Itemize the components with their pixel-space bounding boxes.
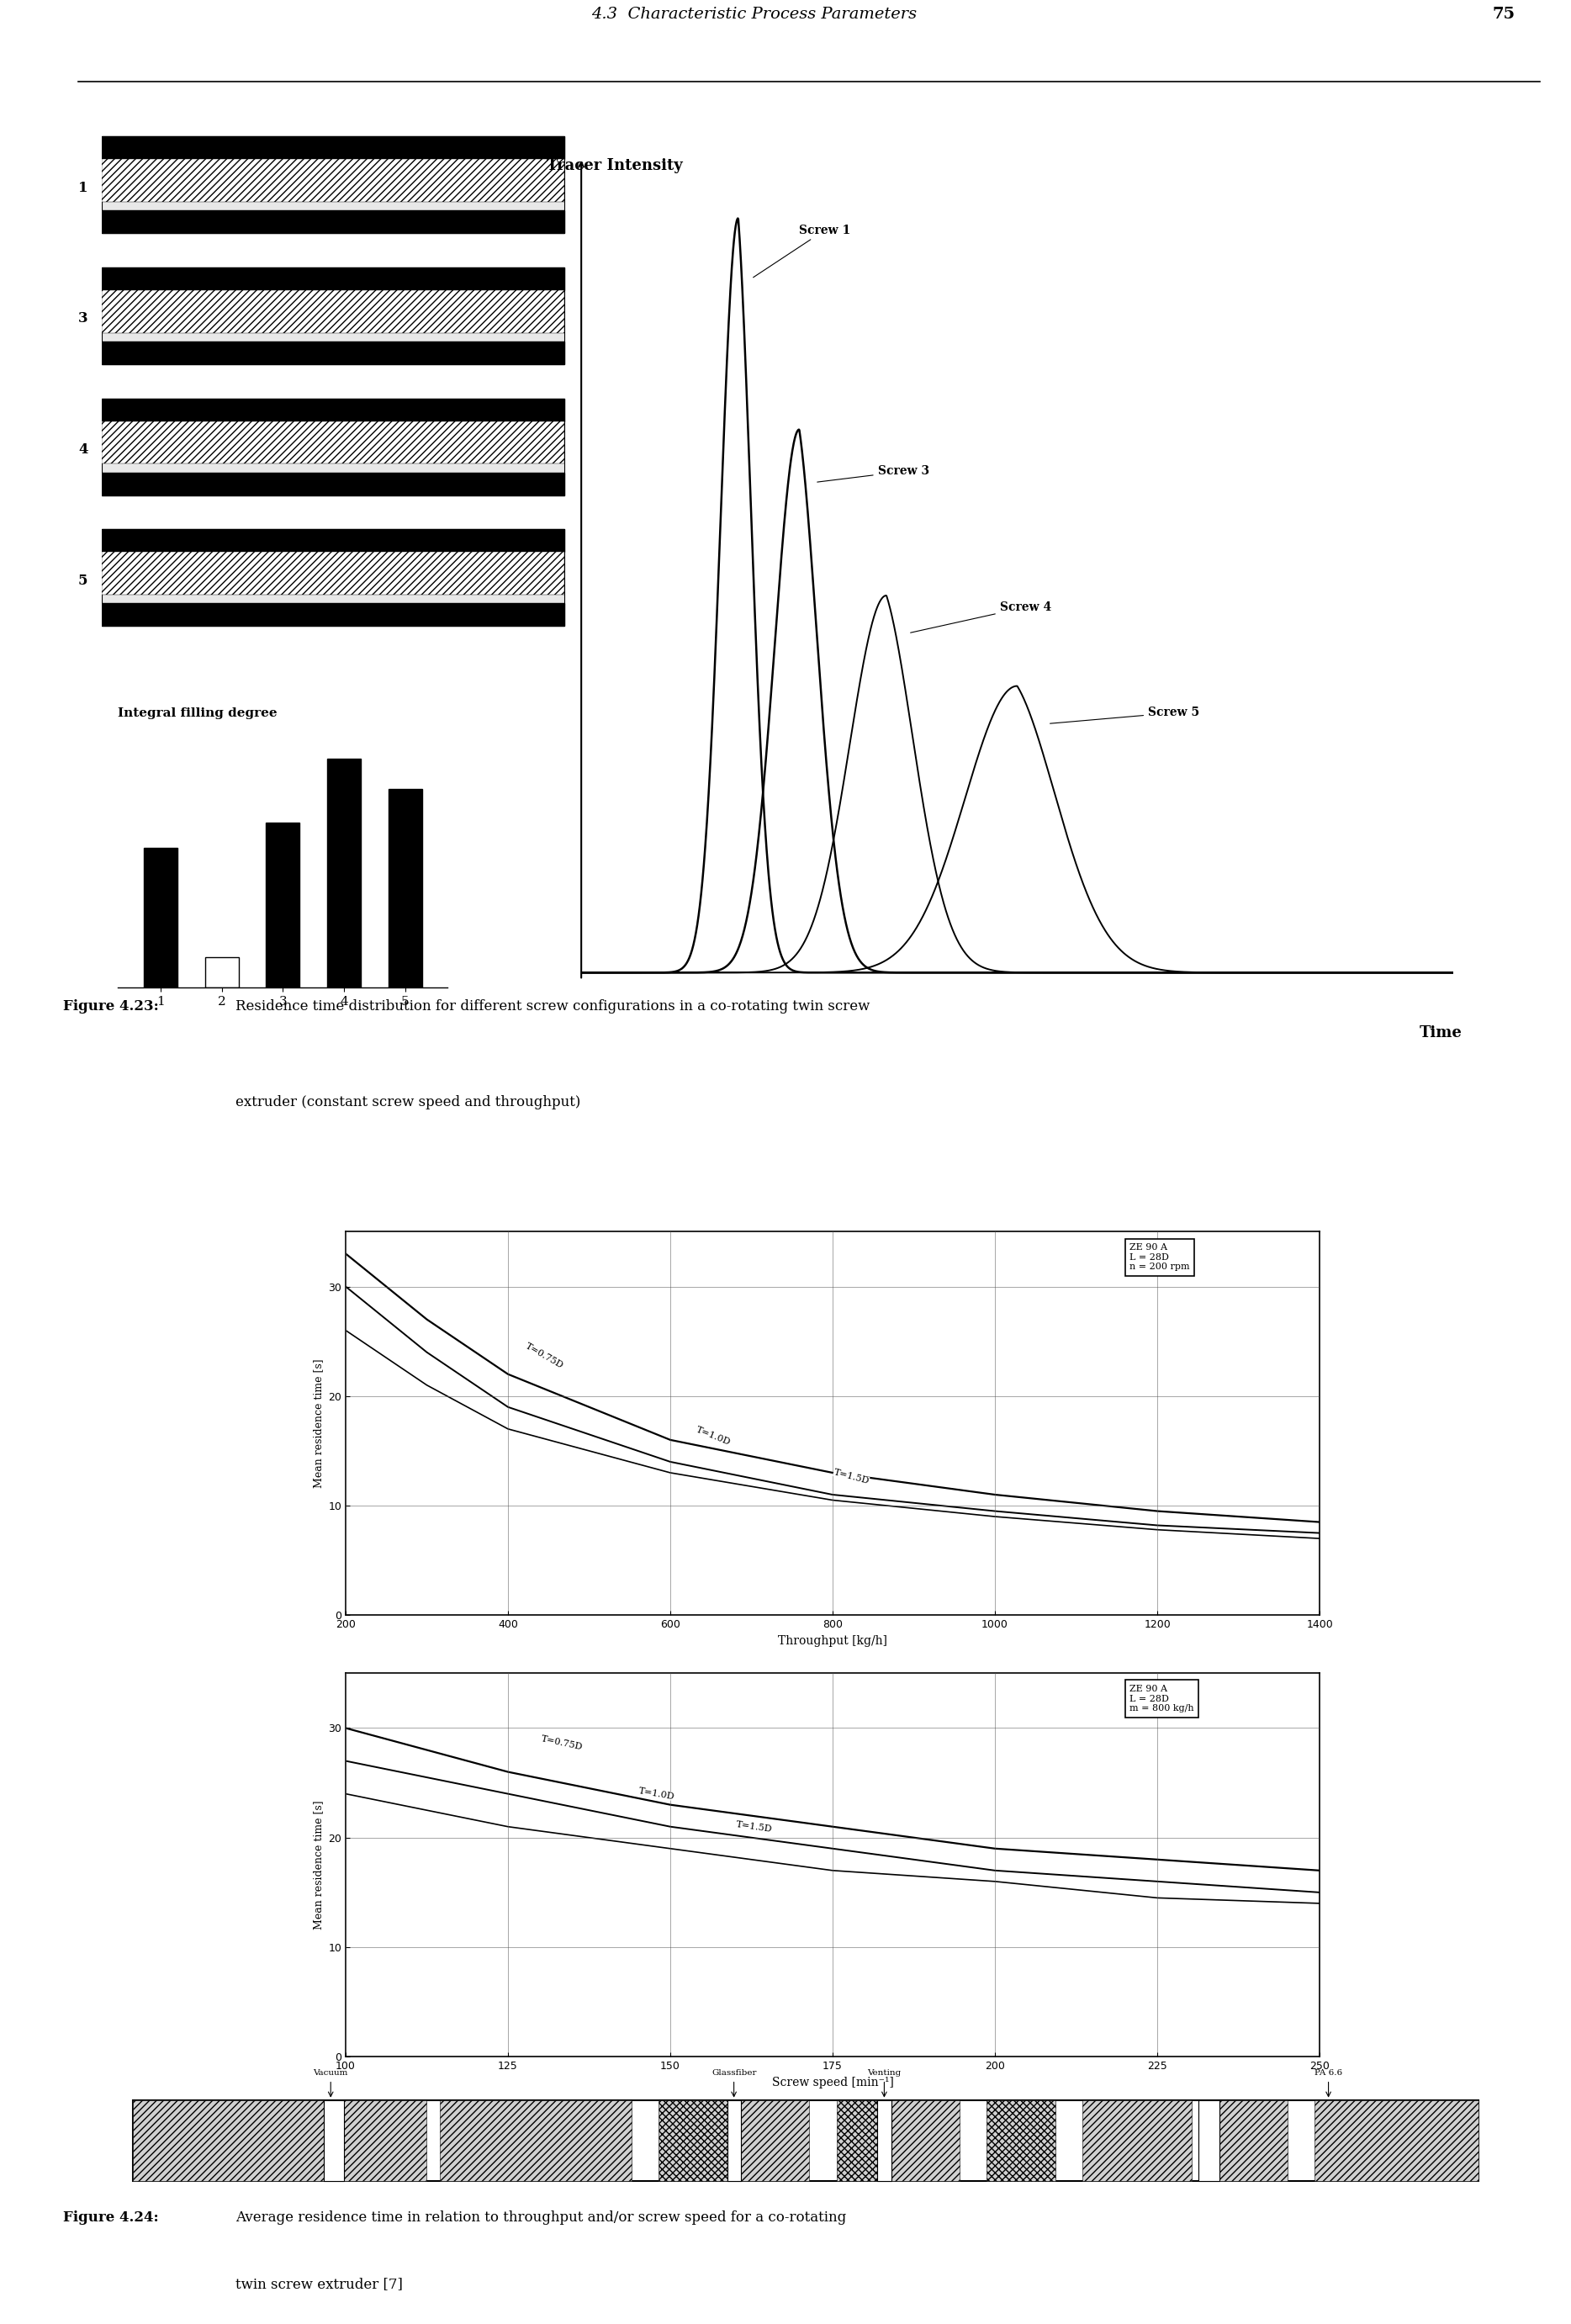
FancyBboxPatch shape xyxy=(1315,2101,1478,2180)
Text: 4.3  Characteristic Process Parameters: 4.3 Characteristic Process Parameters xyxy=(591,7,917,21)
Text: T=0.75D: T=0.75D xyxy=(540,1734,583,1752)
FancyBboxPatch shape xyxy=(658,2101,727,2180)
FancyBboxPatch shape xyxy=(440,2101,632,2180)
X-axis label: Screw speed [min⁻¹]: Screw speed [min⁻¹] xyxy=(771,2075,894,2089)
Text: 1: 1 xyxy=(79,181,88,195)
FancyBboxPatch shape xyxy=(877,2101,891,2180)
Text: ZE 90 A
L = 28D
n = 200 rpm: ZE 90 A L = 28D n = 200 rpm xyxy=(1130,1243,1189,1271)
Text: Glassfiber: Glassfiber xyxy=(712,2068,756,2078)
Text: Figure 4.23:: Figure 4.23: xyxy=(63,999,159,1013)
Text: Screw 5: Screw 5 xyxy=(1049,706,1199,723)
Text: Residence time distribution for different screw configurations in a co-rotating : Residence time distribution for differen… xyxy=(236,999,870,1013)
Text: 75: 75 xyxy=(1492,7,1516,21)
Text: ZE 90 A
L = 28D
m = 800 kg/h: ZE 90 A L = 28D m = 800 kg/h xyxy=(1130,1685,1194,1713)
FancyBboxPatch shape xyxy=(1082,2101,1192,2180)
Text: Tracer Intensity: Tracer Intensity xyxy=(547,158,682,172)
Text: Average residence time in relation to throughput and/or screw speed for a co-rot: Average residence time in relation to th… xyxy=(236,2210,847,2224)
FancyBboxPatch shape xyxy=(102,342,564,365)
Text: twin screw extruder [7]: twin screw extruder [7] xyxy=(236,2278,402,2291)
FancyBboxPatch shape xyxy=(102,267,564,290)
FancyBboxPatch shape xyxy=(102,421,564,465)
Text: T=1.0D: T=1.0D xyxy=(638,1787,676,1801)
Bar xyxy=(265,823,300,988)
Text: Time: Time xyxy=(1419,1025,1463,1041)
FancyBboxPatch shape xyxy=(742,2101,809,2180)
FancyBboxPatch shape xyxy=(102,530,564,553)
FancyBboxPatch shape xyxy=(1219,2101,1288,2180)
FancyBboxPatch shape xyxy=(324,2101,344,2180)
Y-axis label: Mean residence time [s]: Mean residence time [s] xyxy=(313,1801,324,1929)
Text: 5: 5 xyxy=(79,574,88,588)
Text: Integral filling degree: Integral filling degree xyxy=(118,709,278,720)
FancyBboxPatch shape xyxy=(891,2101,960,2180)
FancyBboxPatch shape xyxy=(132,2101,324,2180)
Text: 3: 3 xyxy=(79,311,88,325)
FancyBboxPatch shape xyxy=(102,267,564,365)
Text: Vacuum: Vacuum xyxy=(313,2068,349,2078)
FancyBboxPatch shape xyxy=(102,137,564,232)
Text: T=1.5D: T=1.5D xyxy=(833,1469,870,1485)
Bar xyxy=(388,790,421,988)
Bar xyxy=(204,957,239,988)
FancyBboxPatch shape xyxy=(836,2101,877,2180)
Y-axis label: Mean residence time [s]: Mean residence time [s] xyxy=(313,1360,324,1487)
Text: Figure 4.24:: Figure 4.24: xyxy=(63,2210,159,2224)
Text: Screw 1: Screw 1 xyxy=(753,223,851,277)
FancyBboxPatch shape xyxy=(102,290,564,332)
FancyBboxPatch shape xyxy=(102,158,564,202)
Text: T=1.5D: T=1.5D xyxy=(735,1820,773,1834)
FancyBboxPatch shape xyxy=(727,2101,742,2180)
FancyBboxPatch shape xyxy=(344,2101,426,2180)
FancyBboxPatch shape xyxy=(102,137,564,158)
FancyBboxPatch shape xyxy=(102,397,564,421)
Text: T=0.75D: T=0.75D xyxy=(525,1341,566,1371)
Text: T=1.0D: T=1.0D xyxy=(694,1425,732,1448)
X-axis label: Throughput [kg/h]: Throughput [kg/h] xyxy=(778,1634,888,1648)
FancyBboxPatch shape xyxy=(987,2101,1056,2180)
FancyBboxPatch shape xyxy=(132,2101,1478,2180)
Bar xyxy=(145,848,178,988)
Text: extruder (constant screw speed and throughput): extruder (constant screw speed and throu… xyxy=(236,1095,580,1109)
Text: PA 6.6: PA 6.6 xyxy=(1315,2068,1342,2078)
FancyBboxPatch shape xyxy=(102,397,564,495)
Bar xyxy=(327,758,361,988)
FancyBboxPatch shape xyxy=(102,530,564,625)
FancyBboxPatch shape xyxy=(102,604,564,625)
FancyBboxPatch shape xyxy=(102,472,564,495)
Text: Venting: Venting xyxy=(867,2068,902,2078)
FancyBboxPatch shape xyxy=(1199,2101,1219,2180)
Text: 4: 4 xyxy=(79,442,88,458)
FancyBboxPatch shape xyxy=(102,211,564,232)
Text: Screw 4: Screw 4 xyxy=(911,602,1051,632)
Text: Screw 3: Screw 3 xyxy=(817,465,928,481)
FancyBboxPatch shape xyxy=(102,553,564,595)
